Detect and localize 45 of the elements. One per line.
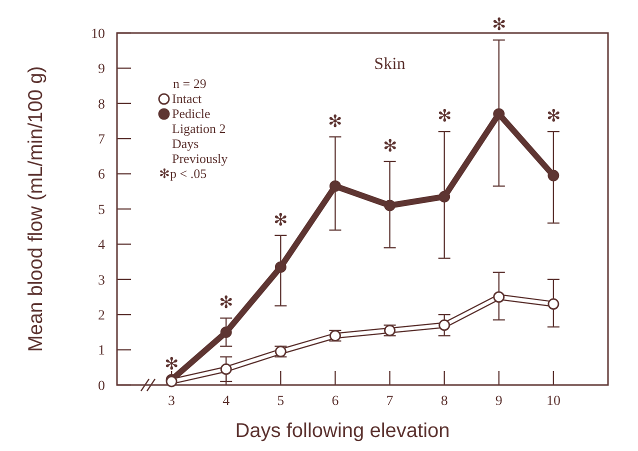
legend-label: Intact — [172, 91, 202, 106]
annotation: ✻ — [382, 136, 397, 156]
annotation: ✻ — [546, 106, 560, 126]
y-tick-label: 7 — [98, 132, 105, 148]
y-tick-label: 4 — [98, 238, 105, 254]
annotation: ✻p < .05 — [159, 166, 207, 181]
annotation: ✻ — [492, 15, 506, 34]
x-tick-label: 7 — [386, 394, 394, 409]
x-tick-label: 4 — [222, 394, 230, 409]
point — [438, 319, 450, 331]
point — [384, 200, 396, 212]
y-tick-label: 5 — [98, 202, 105, 218]
point — [548, 170, 560, 182]
y-tick-label: 3 — [98, 273, 105, 288]
y-tick-label: 6 — [98, 168, 105, 183]
y-tick-label: 8 — [98, 97, 105, 112]
y-tick-label: 1 — [98, 344, 105, 359]
annotation: ✻ — [164, 354, 179, 374]
annotation: ✻ — [274, 210, 288, 230]
x-tick-label: 6 — [332, 394, 339, 409]
legend-title: n = 29 — [173, 76, 206, 91]
x-tick-label: 8 — [440, 394, 448, 409]
point — [438, 190, 450, 202]
y-tick-label: 2 — [98, 308, 105, 324]
point — [548, 298, 560, 310]
y-tick-label: 10 — [91, 26, 105, 42]
y-tick-label: 0 — [98, 378, 105, 394]
y-tick-label: 9 — [98, 62, 105, 78]
annotation: ✻ — [437, 106, 452, 126]
point — [329, 180, 341, 192]
annotation: ✻ — [219, 293, 234, 312]
text: Skin — [374, 54, 406, 73]
y-axis-title: Mean blood flow (mL/min/100 g) — [25, 66, 47, 352]
x-tick-label: 5 — [277, 394, 284, 409]
annotation: ✻ — [328, 112, 342, 131]
x-tick-label: 9 — [495, 394, 502, 409]
legend-label: Pedicle Ligation 2 Days Previously — [172, 106, 228, 166]
x-tick-label: 10 — [546, 394, 560, 409]
point — [493, 291, 505, 303]
point — [220, 363, 232, 375]
point — [493, 108, 505, 120]
point — [274, 261, 286, 273]
x-tick-label: 3 — [168, 394, 176, 409]
point — [220, 326, 232, 338]
x-axis-title: Days following elevation — [235, 420, 450, 442]
